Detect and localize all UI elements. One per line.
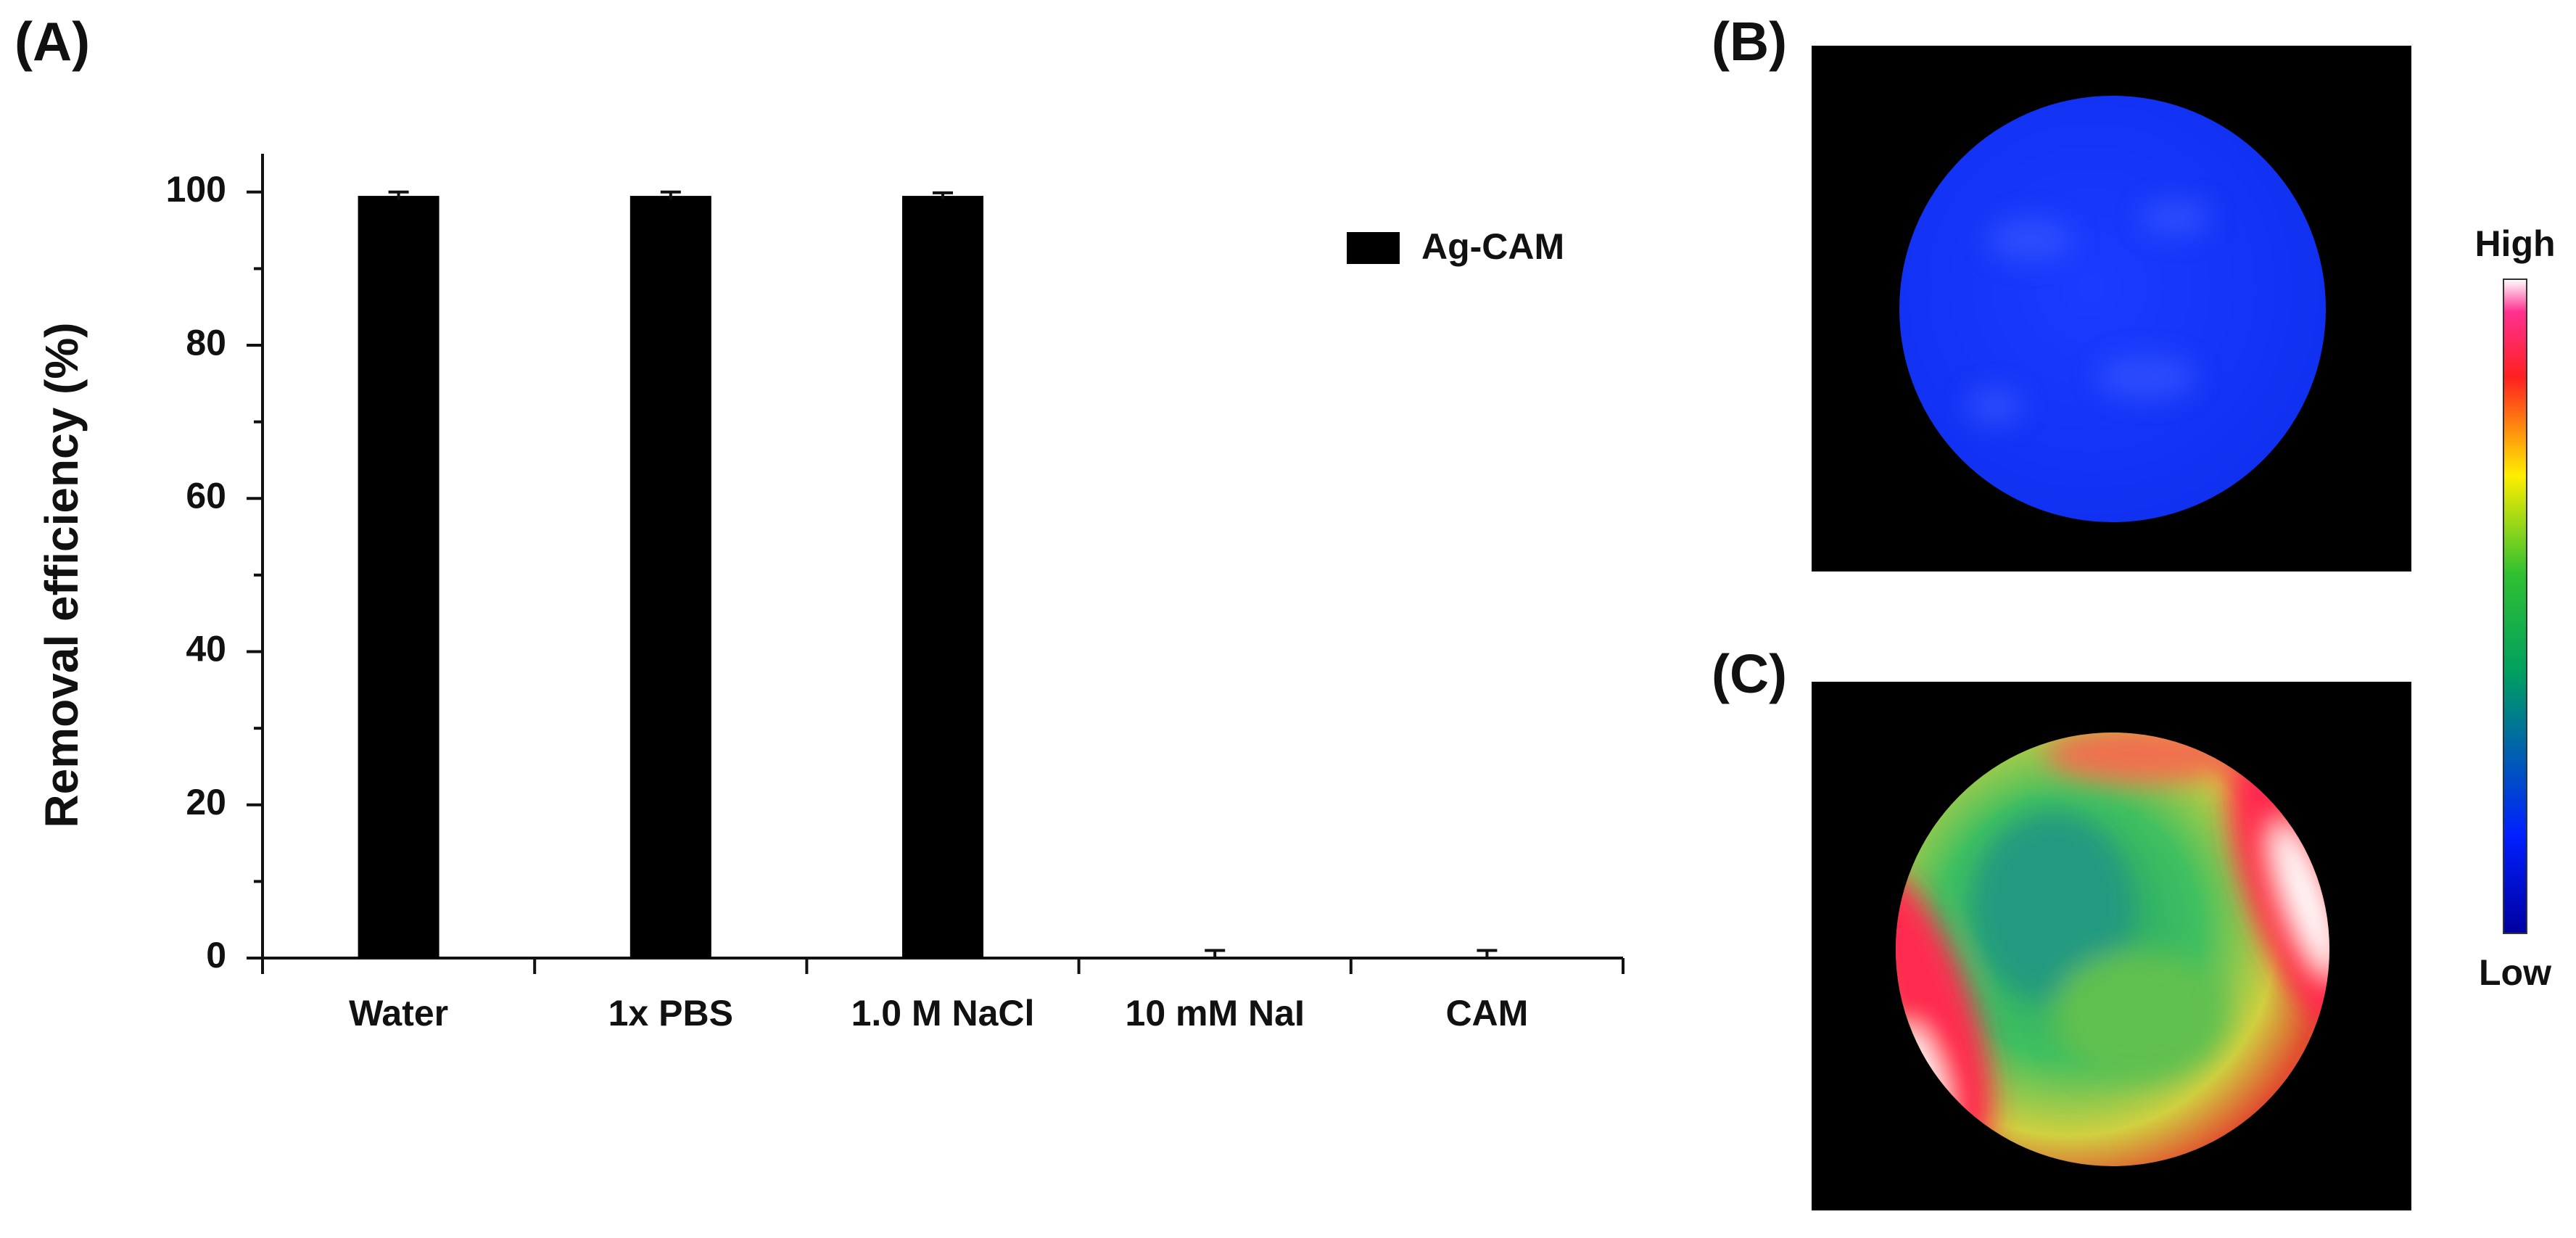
x-tick-label: Water <box>349 993 448 1033</box>
y-tick-label: 80 <box>186 322 226 363</box>
legend-swatch <box>1347 232 1400 264</box>
legend-label: Ag-CAM <box>1421 226 1564 267</box>
heatmap-image <box>1899 96 2326 522</box>
panel-label: (C) <box>1712 643 1787 704</box>
colorbar-low-label: Low <box>2479 952 2551 993</box>
y-axis-label: Removal efficiency (%) <box>36 322 88 828</box>
x-tick-label: 1x PBS <box>608 993 733 1033</box>
bar <box>358 196 439 959</box>
bar <box>629 196 711 959</box>
y-tick-label: 100 <box>166 169 226 210</box>
x-tick-label: CAM <box>1445 993 1528 1033</box>
y-tick-label: 40 <box>186 629 226 669</box>
x-tick-label: 1.0 M NaCl <box>851 993 1035 1033</box>
x-tick-label: 10 mM NaI <box>1126 993 1305 1033</box>
bar <box>902 196 983 959</box>
y-tick-label: 60 <box>186 475 226 516</box>
panel-label: (B) <box>1712 11 1787 72</box>
y-tick-label: 20 <box>186 782 226 822</box>
panel-label: (A) <box>15 11 90 72</box>
y-tick-label: 0 <box>206 935 226 975</box>
colorbar-high-label: High <box>2474 223 2555 264</box>
colorbar <box>2503 278 2527 934</box>
heatmap-texture <box>1965 199 2212 424</box>
